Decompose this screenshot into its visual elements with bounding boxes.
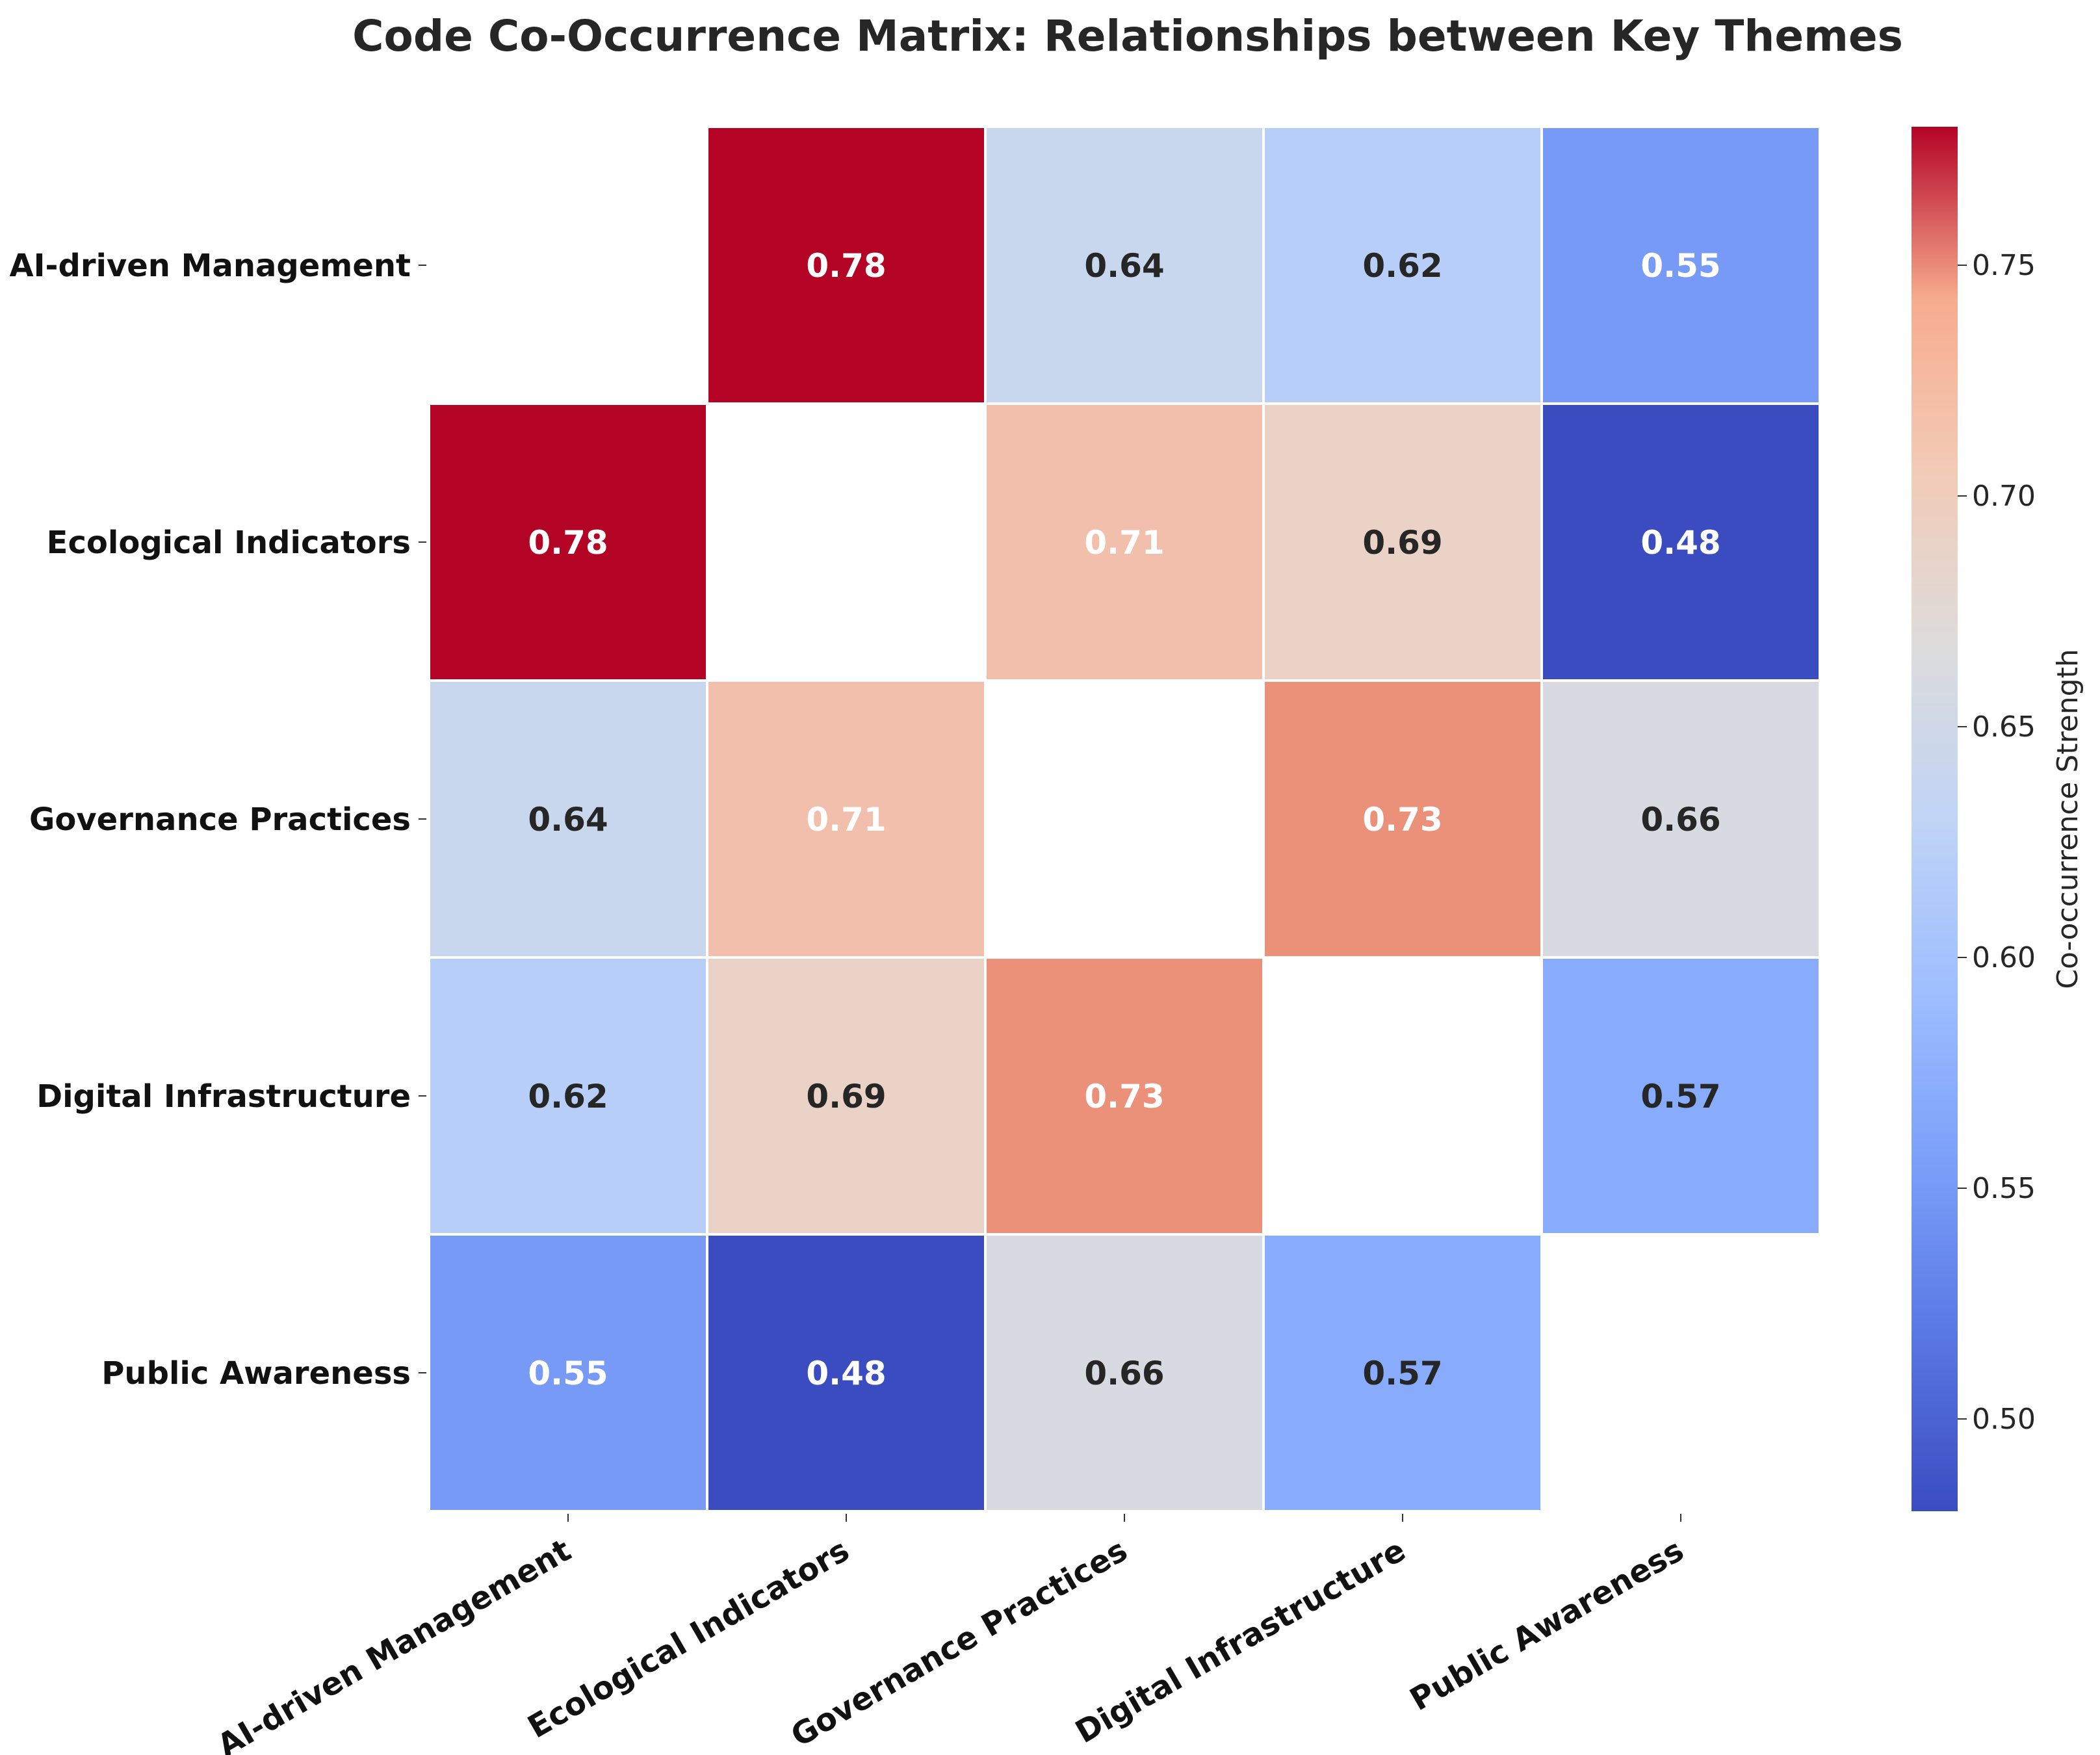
row-label-ai-driven-management: AI-driven Management [10,248,411,284]
row-label-governance-practices: Governance Practices [29,801,411,838]
heatmap-cell-governance-practices-ecological-indicators [706,679,987,959]
heatmap-cell-public-awareness-ecological-indicators [706,1233,987,1513]
colorbar-label: Co-occurrence Strength [2051,649,2084,989]
colorbar: 0.50 0.55 0.60 0.65 0.70 0.75 Co-occurrence S… [1912,127,2084,1511]
row-label-public-awareness: Public Awareness [101,1355,411,1392]
row-label-ecological-indicators: Ecological Indicators [47,525,411,561]
cell-value-label: 0.57 [1640,1078,1720,1115]
cell-value-label: 0.62 [528,1078,608,1115]
column-label-public-awareness: Public Awareness [1404,1532,1690,1718]
heatmap-cell-public-awareness-ai-driven-management [428,1233,708,1513]
cell-value-label: 0.73 [1362,801,1442,838]
colorbar-gradient [1912,127,1958,1511]
cell-value-label: 0.64 [1084,247,1164,285]
row-label-digital-infrastructure: Digital Infrastructure [36,1078,411,1115]
row-labels: AI-driven Management Ecological Indicator… [10,248,426,1392]
heatmap-cells: 0.78 0.64 0.62 0.55 0.78 0.71 0.69 0.48 0.64 0.71… [428,125,1821,1513]
cell-value-label: 0.62 [1362,247,1442,285]
heatmap-cell-ai-driven-management-public-awareness [1540,125,1821,405]
cell-value-label: 0.66 [1084,1355,1164,1392]
cell-value-label: 0.57 [1362,1355,1442,1392]
colorbar-tick-label: 0.70 [1972,480,2036,513]
cell-value-label: 0.69 [806,1078,886,1115]
heatmap-cell-digital-infrastructure-ai-driven-management [428,956,708,1236]
chart-title: Code Co-Occurrence Matrix: Relationships… [352,11,1903,61]
heatmap-cell-ai-driven-management-ecological-indicators [706,125,987,405]
cell-value-label: 0.71 [1084,524,1164,562]
cell-value-label: 0.69 [1362,524,1442,562]
heatmap-cell-ecological-indicators-governance-practices [984,402,1265,682]
cell-value-label: 0.78 [806,247,886,285]
heatmap-cell-public-awareness-digital-infrastructure [1262,1233,1543,1513]
colorbar-tick-label: 0.50 [1972,1403,2036,1436]
heatmap-cell-ai-driven-management-digital-infrastructure [1262,125,1543,405]
cell-value-label: 0.73 [1084,1078,1164,1115]
colorbar-tick-label: 0.65 [1972,710,2036,744]
colorbar-ticks: 0.50 0.55 0.60 0.65 0.70 0.75 [1958,249,2036,1436]
cell-value-label: 0.55 [1640,247,1720,285]
cell-value-label: 0.64 [528,801,608,838]
heatmap-cell-ai-driven-management-governance-practices [984,125,1265,405]
cell-value-label: 0.66 [1640,801,1720,838]
heatmap-cell-public-awareness-governance-practices [984,1233,1265,1513]
cell-value-label: 0.48 [806,1355,886,1392]
colorbar-tick-label: 0.60 [1972,941,2036,974]
colorbar-tick-label: 0.75 [1972,249,2036,282]
cell-value-label: 0.48 [1640,524,1720,562]
cell-value-label: 0.78 [528,524,608,562]
heatmap-cell-digital-infrastructure-governance-practices [984,956,1265,1236]
column-label-ai-driven-management: AI-driven Management [211,1532,577,1755]
heatmap-cell-ecological-indicators-ai-driven-management [428,402,708,682]
colorbar-tick-label: 0.55 [1972,1172,2036,1205]
heatmap-cell-digital-infrastructure-public-awareness [1540,956,1821,1236]
heatmap-cell-ecological-indicators-public-awareness [1540,402,1821,682]
heatmap-cell-governance-practices-public-awareness [1540,679,1821,959]
cell-value-label: 0.71 [806,801,886,838]
heatmap-cell-digital-infrastructure-ecological-indicators [706,956,987,1236]
cell-value-label: 0.55 [528,1355,608,1392]
